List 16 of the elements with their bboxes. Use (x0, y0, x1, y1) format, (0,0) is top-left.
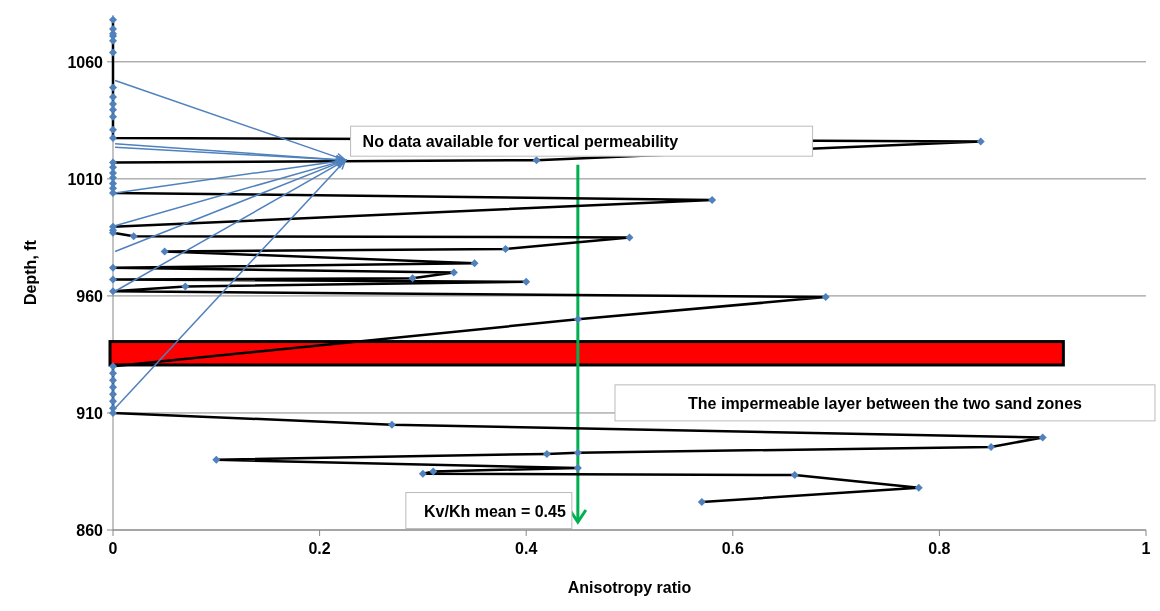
x-tick-label: 0 (108, 540, 118, 557)
y-tick-label: 960 (76, 287, 104, 305)
x-tick-label: 1 (1141, 540, 1151, 557)
y-tick-label: 910 (76, 404, 104, 422)
annotation: No data available for vertical permeability (362, 133, 679, 151)
x-tick-label: 0.4 (515, 540, 538, 557)
y-tick-label: 1010 (67, 170, 104, 188)
x-axis-title: Anisotropy ratio (567, 579, 692, 596)
y-tick-label: 1060 (67, 53, 104, 71)
x-tick-label: 0.8 (928, 540, 951, 557)
y-tick-label: 860 (76, 522, 104, 539)
x-tick-label: 0.2 (308, 540, 331, 557)
ref-line-label: Kv/Kh mean = 0.45 (424, 502, 566, 520)
x-tick-label: 0.6 (721, 540, 745, 557)
y-axis-title: Depth, ft (22, 239, 39, 305)
band-label: The impermeable layer between the two sand zones (688, 394, 1083, 412)
